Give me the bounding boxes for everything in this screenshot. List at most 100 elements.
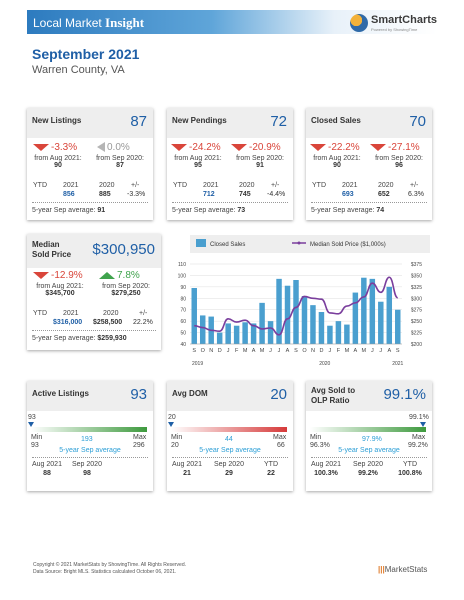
gauge-max-value: 99.2% <box>408 442 428 449</box>
arrow-down-icon <box>231 143 247 151</box>
gauge-max-label: Max <box>412 434 426 441</box>
gauge-marker-label: 93 <box>28 414 36 421</box>
ytd-pm: +/- <box>410 182 419 189</box>
history-label-3: YTD <box>403 461 417 468</box>
from-year: from Sep 2020: 91 <box>236 155 284 169</box>
ytd-year-1: 2021 <box>63 182 79 189</box>
arrow-down-icon <box>171 143 187 151</box>
closed-sales-price-chart: Closed Sales Median Sold Price ($1,000s)… <box>170 232 434 372</box>
y-right-tick: $375 <box>411 262 422 268</box>
y-right-tick: $325 <box>411 285 422 291</box>
divider <box>32 202 148 203</box>
footer-copyright: Copyright © 2021 MarketStats by ShowingT… <box>33 562 187 568</box>
ytd-year-1: 2021 <box>203 182 219 189</box>
x-tick-label: A <box>354 348 358 354</box>
marketstats-logo-text: MarketStats <box>384 565 428 574</box>
divider <box>172 202 288 203</box>
y-right-tick: $350 <box>411 273 422 279</box>
y-left-tick: 80 <box>180 296 186 302</box>
card-value: 70 <box>409 113 426 130</box>
arrow-down-icon <box>310 143 326 151</box>
card-sold-olp-ratio: Avg Sold to OLP Ratio 99.1% 99.1% Min 96.… <box>306 381 432 491</box>
change-year: -20.9% <box>231 142 281 153</box>
from-year: from Sep 2020: 96 <box>375 155 423 169</box>
gauge-marker-label: 99.1% <box>409 414 429 421</box>
arrow-down-icon <box>370 143 386 151</box>
y-left-tick: 110 <box>178 262 186 268</box>
x-tick-label: F <box>235 348 239 354</box>
history-value-2: 98 <box>83 470 91 477</box>
y-left-tick: 40 <box>180 342 186 348</box>
gauge-average-label: 5-year Sep average <box>199 447 261 454</box>
bar <box>276 278 282 344</box>
gauge-min-value: 96.3% <box>310 442 330 449</box>
bar <box>250 323 257 344</box>
gauge-average-value: 193 <box>81 436 93 443</box>
history-label-2: Sep 2020 <box>72 461 102 468</box>
bar <box>361 277 367 344</box>
five-year-average: 5-year Sep average: 73 <box>172 207 246 214</box>
from-month: from Aug 2021: $345,700 <box>36 283 84 297</box>
y-right-tick: $275 <box>411 308 422 314</box>
change-month: -3.3% <box>33 142 77 153</box>
card-median-sold-price: Median Sold Price $300,950 -12.9% 7.8% fr… <box>27 234 161 350</box>
copyright-footer: Copyright © 2021 MarketStats by ShowingT… <box>33 562 186 576</box>
ytd-value-2: 652 <box>378 191 390 198</box>
card-label: Avg DOM <box>172 389 208 398</box>
change-month: -22.2% <box>310 142 360 153</box>
ytd-value-2: $258,500 <box>93 319 123 326</box>
x-tick-label: N <box>209 348 213 354</box>
from-year: from Sep 2020: 87 <box>96 155 144 169</box>
bar <box>301 296 308 344</box>
gauge-marker-icon <box>419 422 426 427</box>
ytd-year-1: 2021 <box>63 310 79 317</box>
x-tick-label: N <box>311 348 315 354</box>
x-tick-label: J <box>227 348 230 354</box>
x-tick-label: F <box>337 348 341 354</box>
gauge-average-value: 97.9% <box>362 436 382 443</box>
y-left-tick: 50 <box>180 331 186 337</box>
history-label-2: Sep 2020 <box>214 461 244 468</box>
ytd-pm: +/- <box>271 182 280 189</box>
five-year-average: 5-year Sep average: 91 <box>32 207 106 214</box>
x-tick-label: M <box>345 348 350 354</box>
year-label: 2021 <box>392 361 403 367</box>
ytd-year-2: 2020 <box>378 182 394 189</box>
divider <box>172 457 288 458</box>
card-value: 99.1% <box>383 386 426 403</box>
y-left-tick: 90 <box>180 285 186 291</box>
y-left-tick: 70 <box>180 308 186 314</box>
arrow-down-icon <box>33 143 49 151</box>
ytd-value-2: 745 <box>239 191 251 198</box>
bar <box>327 325 333 344</box>
bar <box>310 305 316 344</box>
history-value-3: 100.8% <box>398 470 422 477</box>
brand-name: SmartCharts <box>371 14 438 26</box>
bar <box>369 278 376 344</box>
ytd-value-1: 712 <box>203 191 215 198</box>
bar <box>335 321 342 344</box>
history-label-2: Sep 2020 <box>353 461 383 468</box>
gauge-average-value: 44 <box>225 436 233 443</box>
gauge-marker-icon <box>28 422 34 427</box>
y-right-tick: $250 <box>411 319 422 325</box>
divider <box>311 457 427 458</box>
banner-title: Local Market Insight <box>33 15 145 30</box>
bar <box>216 332 223 344</box>
card-value: $300,950 <box>92 241 155 258</box>
card-avg-dom: Avg DOM 20 20 Min 20 44 Max 66 5-year Se… <box>167 381 293 491</box>
arrow-down-icon <box>33 271 49 279</box>
five-year-average: 5-year Sep average: $259,930 <box>32 335 127 342</box>
gauge-min-value: 20 <box>171 442 179 449</box>
bar <box>191 288 197 344</box>
x-tick-label: O <box>201 348 206 354</box>
ytd-pm: +/- <box>139 310 148 317</box>
smartcharts-brand: SmartCharts Powered by ShowingTime <box>350 12 442 38</box>
gauge-bar <box>171 427 287 432</box>
history-value-1: 100.3% <box>314 470 338 477</box>
gauge-max-label: Max <box>273 434 287 441</box>
gauge-bar <box>31 427 147 432</box>
x-tick-label: O <box>302 348 307 354</box>
bar <box>395 309 401 344</box>
history-value-2: 29 <box>225 470 233 477</box>
